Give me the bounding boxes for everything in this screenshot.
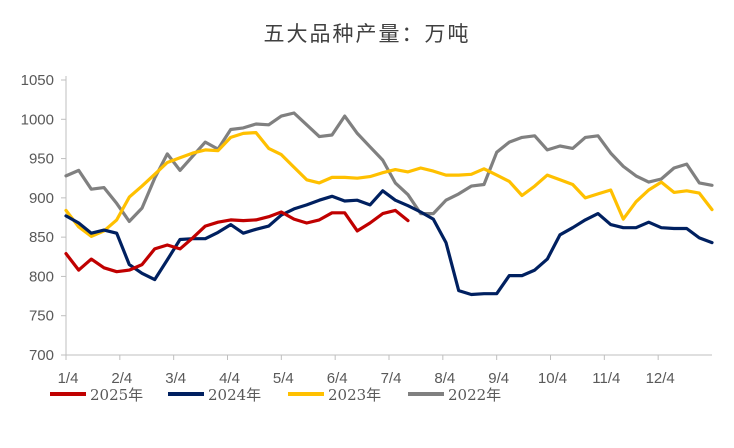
x-tick-label: 3/4 <box>165 370 186 387</box>
x-tick-label: 5/4 <box>273 370 294 387</box>
x-tick-label: 9/4 <box>488 370 509 387</box>
x-tick-label: 6/4 <box>327 370 348 387</box>
legend-label: 2024年 <box>208 386 261 404</box>
y-tick-label: 750 <box>29 308 54 325</box>
series-line-2024年 <box>64 189 714 297</box>
legend-label: 2025年 <box>90 386 143 404</box>
x-tick-label: 8/4 <box>434 370 455 387</box>
x-tick-label: 2/4 <box>111 370 132 387</box>
legend: 2025年 2024年 2023年 2022年 <box>50 386 501 404</box>
y-tick-label: 900 <box>29 190 54 207</box>
y-tick-label: 1050 <box>21 72 54 89</box>
x-tick-label: 1/4 <box>58 370 79 387</box>
x-tick-label: 11/4 <box>592 370 620 387</box>
series-lines <box>64 111 714 297</box>
chart-title: 五大品种产量：万吨 <box>263 22 471 46</box>
legend-label: 2023年 <box>328 386 381 404</box>
y-tick-label: 1000 <box>21 111 54 128</box>
x-tick-label: 4/4 <box>219 370 240 387</box>
x-axis: 1/4 2/4 3/4 4/4 5/4 6/4 7/4 8/4 9/4 10/4 11/4 12/4 <box>58 354 712 387</box>
series-line-2025年 <box>64 208 410 274</box>
legend-label: 2022年 <box>448 386 501 404</box>
x-tick-label: 7/4 <box>381 370 402 387</box>
x-tick-label: 10/4 <box>538 370 567 387</box>
x-tick-label: 12/4 <box>646 370 675 387</box>
y-tick-label: 800 <box>29 268 54 285</box>
y-tick-label: 850 <box>29 229 54 246</box>
y-tick-label: 950 <box>29 151 54 168</box>
y-tick-label: 700 <box>29 347 54 364</box>
series-line-2023年 <box>64 131 714 238</box>
y-axis: 700 750 800 850 900 950 1000 1050 <box>21 72 67 364</box>
